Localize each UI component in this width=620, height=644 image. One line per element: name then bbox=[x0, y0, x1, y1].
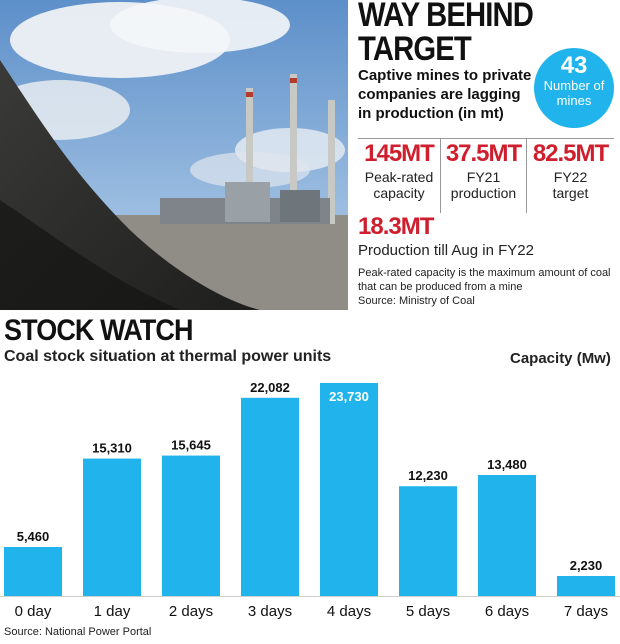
stats-row: 145MT Peak-rated capacity 37.5MT FY21 pr… bbox=[358, 138, 614, 213]
x-tick-label: 1 day bbox=[94, 603, 131, 620]
x-tick-label: 2 days bbox=[169, 603, 213, 620]
stat-divider bbox=[526, 139, 527, 213]
mines-count-badge: 43 Number of mines bbox=[534, 48, 614, 128]
headline-line-2: TARGET bbox=[358, 30, 472, 68]
bar-value-label: 12,230 bbox=[408, 468, 448, 483]
stock-watch-title: STOCK WATCH bbox=[4, 314, 193, 347]
footnote-text: Peak-rated capacity is the maximum amoun… bbox=[358, 267, 611, 293]
footnote: Peak-rated capacity is the maximum amoun… bbox=[358, 266, 614, 308]
bar-value-label: 15,645 bbox=[171, 438, 211, 453]
x-tick-label: 6 days bbox=[485, 603, 529, 620]
bar-7-days bbox=[557, 575, 615, 596]
stat-caption: FY22 bbox=[553, 169, 588, 185]
stat-caption: Peak-rated bbox=[364, 169, 434, 185]
stock-watch-subtitle: Coal stock situation at thermal power un… bbox=[4, 348, 332, 365]
x-tick-label: 0 day bbox=[15, 603, 52, 620]
x-tick-label: 4 days bbox=[327, 603, 371, 620]
stat-value: 82.5MT bbox=[532, 140, 609, 167]
x-tick-label: 3 days bbox=[248, 603, 292, 620]
x-tick-label: 7 days bbox=[564, 603, 608, 620]
stat-caption: FY21 bbox=[466, 169, 501, 185]
bar-0-day bbox=[4, 546, 62, 596]
bar-value-label: 15,310 bbox=[92, 441, 132, 456]
stat-caption: capacity bbox=[373, 185, 425, 201]
stat-caption: production bbox=[450, 185, 517, 201]
footnote-source: Source: Ministry of Coal bbox=[358, 295, 475, 307]
production-till-caption: Production till Aug in FY22 bbox=[358, 242, 534, 259]
stat-fy21-production: 37.5MT FY21 production bbox=[441, 139, 526, 213]
bar-value-label: 22,082 bbox=[250, 380, 290, 395]
y-axis-label: Capacity (Mw) bbox=[510, 350, 611, 367]
bar-value-label: 2,230 bbox=[570, 558, 603, 573]
bar-4-days bbox=[320, 383, 378, 596]
stock-watch-source: Source: National Power Portal bbox=[4, 626, 152, 638]
x-tick-label: 5 days bbox=[406, 603, 450, 620]
bar-value-label: 13,480 bbox=[487, 457, 527, 472]
stat-value: 145MT bbox=[364, 140, 435, 167]
headline-subtitle: Captive mines to private companies are l… bbox=[358, 67, 532, 122]
stat-caption: target bbox=[552, 185, 589, 201]
stat-divider bbox=[440, 139, 441, 213]
bar-6-days bbox=[478, 475, 536, 596]
stat-fy22-target: 82.5MT FY22 target bbox=[527, 139, 614, 213]
bar-value-label: 5,460 bbox=[17, 529, 50, 544]
mines-count-number: 43 bbox=[560, 52, 588, 79]
bar-5-days bbox=[399, 486, 457, 596]
headline-line-1: WAY BEHIND bbox=[358, 0, 534, 34]
bar-1-day bbox=[83, 458, 141, 596]
stat-value: 37.5MT bbox=[445, 140, 522, 167]
stat-peak-capacity: 145MT Peak-rated capacity bbox=[358, 139, 440, 213]
headline: WAY BEHIND TARGET bbox=[358, 0, 534, 68]
bar-3-days bbox=[241, 397, 299, 596]
production-till-value: 18.3MT bbox=[358, 213, 434, 240]
mines-count-label: Number of mines bbox=[543, 78, 605, 108]
bar-2-days bbox=[162, 455, 220, 596]
power-plant-photo bbox=[0, 0, 348, 310]
bar-value-label: 23,730 bbox=[329, 389, 369, 404]
